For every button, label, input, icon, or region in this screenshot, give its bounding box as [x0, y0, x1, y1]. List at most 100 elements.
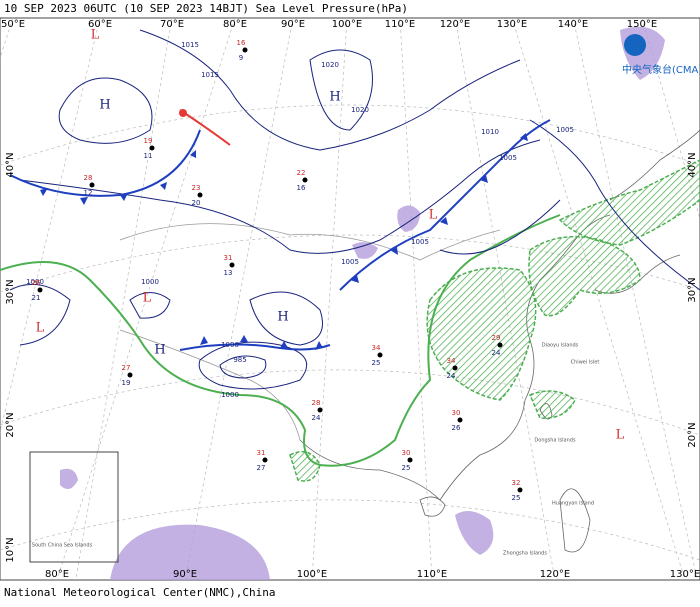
fog-area [455, 511, 494, 555]
station-marker [229, 262, 235, 268]
station-temp: 34 [447, 357, 456, 365]
station-marker [457, 417, 463, 423]
rain-areas [289, 159, 700, 482]
meridian [511, 17, 686, 581]
meridian [56, 17, 236, 581]
rain-area [558, 159, 700, 246]
isobar-label: 1015 [181, 41, 199, 49]
left-lat-label: 30°N [5, 279, 16, 304]
logo-emblem [624, 34, 646, 56]
footer-credit: National Meteorological Center(NMC),Chin… [4, 586, 276, 599]
station-temp: 27 [122, 364, 131, 372]
station-marker [262, 457, 268, 463]
meridian [184, 17, 294, 581]
station-marker [497, 342, 503, 348]
precip-line [0, 214, 561, 467]
top-lon-label: 90°E [281, 19, 305, 30]
map-title: 10 SEP 2023 06UTC (10 SEP 2023 14BJT) Se… [4, 2, 408, 15]
station-dewpoint: 12 [84, 189, 93, 197]
right-lat-label: 30°N [687, 277, 698, 302]
pressure-system: L [429, 208, 438, 223]
pressure-system: L [91, 28, 100, 43]
logo: 中央气象台(CMA) [622, 34, 700, 76]
station-temp: 31 [224, 254, 233, 262]
station-temp: 28 [312, 399, 321, 407]
station-marker [377, 352, 383, 358]
top-lon-label: 80°E [223, 19, 247, 30]
bottom-lon-label: 110°E [417, 569, 447, 580]
meridian [454, 17, 556, 581]
isobar-label: 1005 [499, 154, 517, 162]
island-label: Dongsha Islands [534, 438, 576, 444]
isobar-label: 1005 [411, 238, 429, 246]
isobar-label: 1000 [26, 278, 44, 286]
station-temp: 34 [372, 344, 381, 352]
isobar [139, 29, 521, 151]
pressure-system: H [99, 98, 110, 113]
station-dewpoint: 11 [144, 152, 153, 160]
graticule [0, 17, 700, 581]
station-marker [89, 182, 95, 188]
station-marker [242, 47, 248, 53]
meridian [0, 17, 101, 434]
isobar-label: 1020 [321, 61, 339, 69]
fog-areas [60, 26, 665, 580]
station-marker [149, 145, 155, 151]
top-lon-label: 140°E [558, 19, 588, 30]
station-dewpoint: 24 [312, 414, 321, 422]
station-temp: 31 [257, 449, 266, 457]
station-dewpoint: 20 [192, 199, 201, 207]
station-temp: 30 [402, 449, 411, 457]
isobar [219, 355, 267, 379]
pressure-system: L [36, 321, 45, 336]
bottom-lon-label: 80°E [45, 569, 69, 580]
bottom-lon-label: 100°E [297, 569, 327, 580]
isobar [198, 341, 308, 390]
station-dewpoint: 26 [452, 424, 461, 432]
left-lat-label: 40°N [5, 152, 16, 177]
station-marker [407, 457, 413, 463]
isobar [249, 291, 323, 346]
station-marker [452, 365, 458, 371]
isobar-label: 1010 [481, 128, 499, 136]
isobars [9, 29, 700, 390]
logo-text: 中央气象台(CMA) [622, 63, 700, 76]
station-dewpoint: 25 [402, 464, 411, 472]
pressure-system: L [616, 428, 625, 443]
top-lon-label: 70°E [160, 19, 184, 30]
bottom-lon-label: 130°E [670, 569, 700, 580]
parallel [0, 499, 700, 561]
island-label: Huangyan Island [552, 501, 594, 507]
isobar [309, 49, 373, 131]
labels: 50°E 60°E 70°E 80°E 90°E 100°E 110°E 120°E 130°E… [1, 19, 700, 580]
fog-area [110, 524, 270, 580]
station-marker [302, 177, 308, 183]
meridian [75, 17, 173, 581]
front-symbols [40, 109, 528, 350]
station-dewpoint: 21 [32, 294, 41, 302]
top-lon-label: 100°E [332, 19, 362, 30]
island-label: South China Sea Islands [32, 543, 93, 549]
inset-frame [29, 451, 119, 563]
border [119, 329, 301, 441]
station-temp: 32 [512, 479, 521, 487]
pressure-system: H [329, 90, 340, 105]
top-lon-label: 130°E [497, 19, 527, 30]
station-marker [197, 192, 203, 198]
station-temp: 19 [144, 137, 153, 145]
meridian [311, 17, 348, 581]
station-marker [517, 487, 523, 493]
pressure-system: H [154, 343, 165, 358]
station-dewpoint: 24 [492, 349, 501, 357]
isobar-label: 1000 [141, 278, 159, 286]
isobar-label: 1005 [556, 126, 574, 134]
island-label: Chiwei Islet [571, 360, 600, 366]
top-lon-label: 50°E [1, 19, 25, 30]
station-dewpoint: 16 [297, 184, 306, 192]
cold-front [179, 343, 331, 351]
coastline [559, 488, 591, 553]
isobar-label: 1000 [221, 341, 239, 349]
rain-area [528, 235, 641, 317]
